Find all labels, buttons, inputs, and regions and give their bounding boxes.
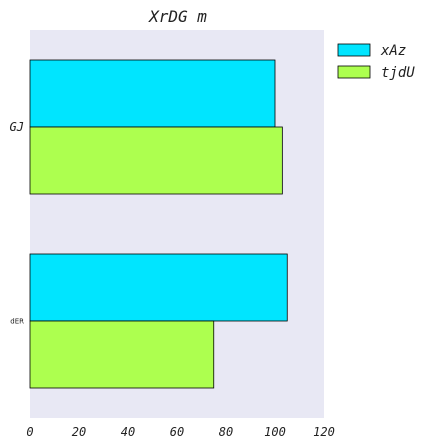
x-tick-label: 80: [219, 425, 233, 439]
x-tick-label: 60: [170, 425, 184, 439]
legend-swatch-tjdU: [337, 65, 371, 79]
y-tick-labels: GJ dER: [10, 120, 25, 326]
y-tick-label: GJ: [10, 120, 24, 134]
x-tick-label: 0: [26, 425, 33, 439]
legend-swatch-xAz: [337, 43, 371, 57]
x-tick-label: 20: [72, 425, 86, 439]
x-tick-label: 120: [313, 425, 335, 439]
legend: xAz tjdU: [337, 43, 415, 81]
bar-tjdU-dER: [29, 320, 215, 389]
bar-xAz-dER: [29, 253, 288, 322]
bar-xAz-GJ: [29, 59, 276, 128]
chart-title: XrDG m: [148, 7, 207, 26]
y-tick-label: dER: [10, 318, 24, 326]
bars-group: [29, 59, 288, 389]
x-tick-label: 100: [264, 425, 286, 439]
legend-label-xAz: xAz: [380, 43, 406, 59]
legend-label-tjdU: tjdU: [381, 65, 415, 81]
bar-tjdU-GJ: [29, 126, 283, 195]
x-tick-label: 40: [121, 425, 135, 439]
x-tick-labels: 0 20 40 60 80 100 120: [26, 425, 334, 439]
